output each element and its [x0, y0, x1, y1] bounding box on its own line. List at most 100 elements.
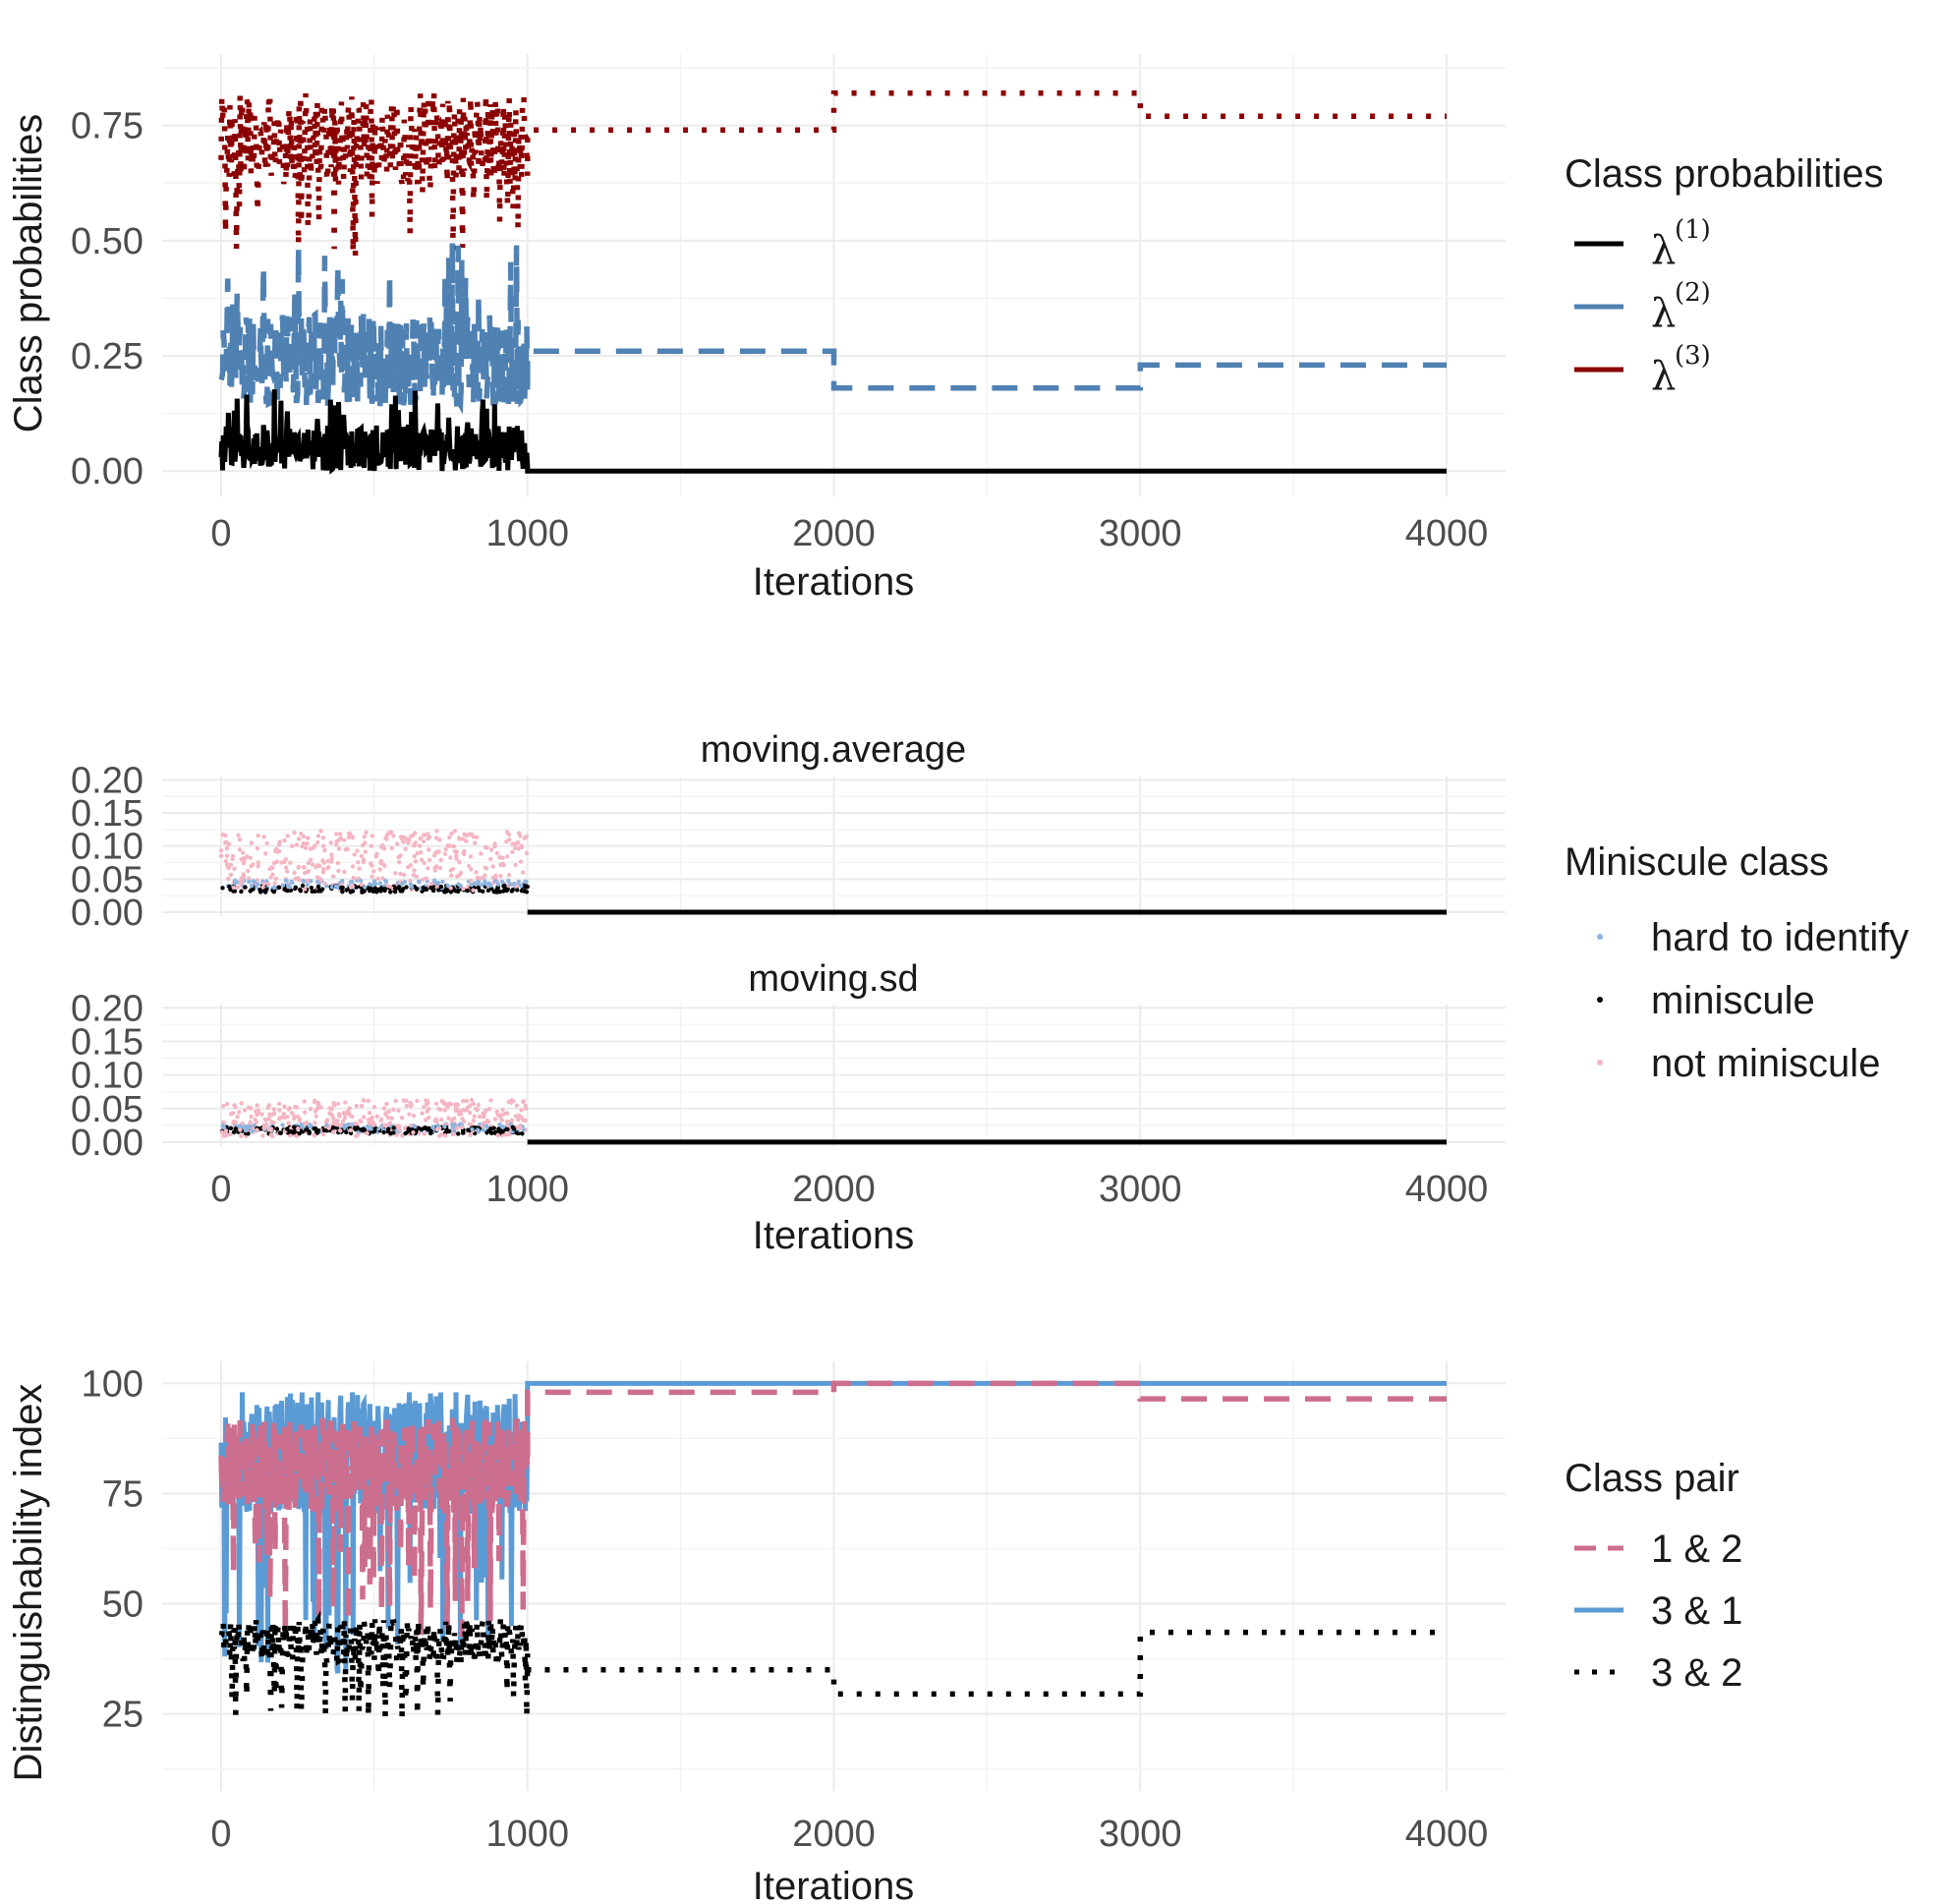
data-point: [499, 1125, 505, 1129]
data-point: [288, 888, 294, 893]
y-axis-title: Distinguishability index: [7, 1384, 50, 1782]
data-point: [442, 1108, 447, 1113]
x-tick-label: 0: [210, 513, 231, 554]
data-point: [225, 864, 231, 870]
data-point: [282, 1104, 287, 1110]
data-point: [220, 886, 225, 891]
legend-title: Class probabilities: [1565, 152, 1884, 196]
data-point: [427, 1115, 431, 1121]
data-point: [246, 868, 251, 874]
data-point: [443, 846, 448, 852]
x-axis-title: Iterations: [753, 1865, 915, 1904]
data-point: [434, 849, 440, 854]
data-point: [468, 1103, 473, 1108]
data-point: [347, 1106, 352, 1111]
legend-title: Class pair: [1565, 1457, 1739, 1500]
data-point: [513, 1114, 519, 1119]
data-point: [320, 867, 326, 872]
data-point: [484, 866, 489, 871]
data-point: [356, 860, 361, 865]
legend-title: Miniscule class: [1565, 840, 1829, 884]
data-point: [524, 850, 530, 856]
data-point: [421, 838, 427, 844]
data-point: [374, 1114, 379, 1119]
distinguishability-panel: 25 50 75 100 0 1000 2000 3000 4000 Distinguisha…: [7, 1361, 1742, 1904]
data-point: [453, 1105, 458, 1110]
data-point: [359, 882, 364, 888]
data-point: [477, 1114, 483, 1120]
data-point: [271, 1107, 276, 1112]
series-line: [218, 242, 1447, 415]
data-point: [272, 881, 277, 886]
data-point: [235, 1115, 240, 1120]
y-tick-label: 0.15: [71, 1022, 143, 1064]
data-point: [454, 856, 459, 861]
data-point: [296, 1125, 301, 1131]
data-point: [481, 1127, 485, 1132]
data-point: [377, 881, 383, 886]
data-point: [360, 842, 366, 848]
data-point: [433, 836, 439, 840]
data-point: [376, 887, 381, 893]
data-point: [219, 853, 224, 858]
data-point: [388, 1130, 393, 1136]
data-point: [390, 1107, 396, 1113]
data-point: [474, 1106, 479, 1112]
data-point: [340, 879, 345, 884]
data-point: [252, 1123, 256, 1128]
data-point: [354, 1103, 359, 1109]
data-point: [303, 1110, 308, 1116]
legend-label: not miniscule: [1651, 1042, 1880, 1085]
data-point: [305, 840, 310, 846]
x-tick-label: 0: [210, 1169, 231, 1210]
data-point: [408, 863, 414, 868]
data-point: [244, 1128, 249, 1133]
data-point: [476, 1102, 482, 1108]
data-point: [320, 870, 326, 875]
data-point: [391, 1125, 396, 1130]
data-point: [419, 857, 425, 862]
data-point: [516, 879, 521, 885]
data-point: [449, 873, 454, 878]
data-point: [501, 863, 506, 868]
data-point: [232, 866, 237, 872]
data-point: [522, 883, 527, 889]
data-point: [255, 1127, 259, 1132]
data-point: [393, 1098, 398, 1104]
data-point: [518, 859, 524, 864]
data-point: [407, 1112, 412, 1117]
data-point: [303, 1121, 308, 1126]
y-tick-label: 0.10: [71, 827, 143, 868]
data-point: [417, 880, 422, 885]
data-point: [517, 1114, 522, 1119]
data-point: [225, 853, 230, 858]
data-point: [363, 849, 368, 854]
data-point: [228, 862, 234, 868]
data-point: [467, 1122, 472, 1126]
data-point: [409, 885, 415, 890]
data-point: [461, 1119, 467, 1125]
data-point: [488, 1126, 493, 1131]
data-point: [415, 1098, 420, 1104]
data-point: [350, 889, 355, 894]
data-point: [398, 871, 403, 877]
data-point: [221, 1125, 227, 1130]
data-point: [309, 879, 313, 884]
data-point: [452, 829, 457, 834]
data-point: [471, 888, 476, 893]
x-tick-label: 1000: [485, 513, 569, 554]
data-point: [451, 843, 456, 849]
legend-label-superscript: (2): [1675, 278, 1711, 308]
data-point: [488, 847, 494, 852]
data-point: [519, 843, 524, 848]
data-point: [499, 879, 505, 885]
data-point: [282, 837, 287, 843]
data-point: [402, 872, 407, 878]
data-point: [371, 1123, 376, 1127]
data-point: [261, 1125, 266, 1130]
data-point: [329, 856, 334, 861]
data-point: [368, 889, 372, 894]
data-point: [309, 886, 314, 891]
data-point: [273, 876, 279, 882]
data-point: [305, 878, 310, 884]
